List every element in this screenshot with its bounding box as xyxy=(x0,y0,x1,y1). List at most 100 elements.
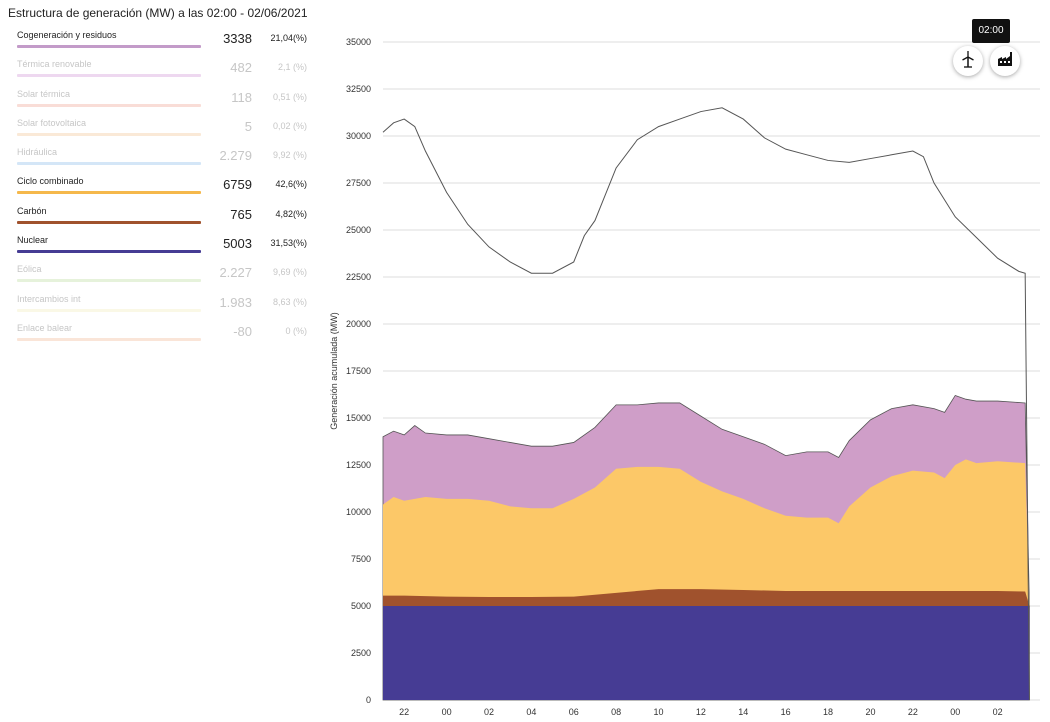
x-tick-label: 12 xyxy=(696,707,706,717)
x-tick-label: 22 xyxy=(399,707,409,717)
legend-item-percent: 42,6(%) xyxy=(275,179,307,190)
legend-item[interactable]: Solar fotovoltaica 5 0,02 (%) xyxy=(17,118,317,147)
chart-title: Estructura de generación (MW) a las 02:0… xyxy=(8,6,308,20)
legend-item-value: 2.227 xyxy=(219,265,252,281)
legend-item[interactable]: Solar térmica 118 0,51 (%) xyxy=(17,89,317,118)
x-tick-label: 22 xyxy=(908,707,918,717)
legend-item[interactable]: Intercambios int 1.983 8,63 (%) xyxy=(17,294,317,323)
legend-item-percent: 0,51 (%) xyxy=(272,91,307,102)
legend-item-value: 118 xyxy=(231,89,252,105)
legend-item-swatch xyxy=(17,191,201,195)
x-tick-label: 06 xyxy=(569,707,579,717)
y-tick-label: 15000 xyxy=(346,413,371,423)
area-nuclear xyxy=(383,606,1030,700)
legend-item-percent: 9,69 (%) xyxy=(272,267,307,278)
legend-item-swatch xyxy=(17,220,201,224)
legend-item-value: 765 xyxy=(230,206,252,222)
legend-item-value: 2.279 xyxy=(219,148,252,164)
legend-item-value: 6759 xyxy=(223,177,252,193)
legend-item-percent: 0,02 (%) xyxy=(272,120,307,131)
y-tick-label: 7500 xyxy=(351,554,371,564)
legend-item-percent: 21,04(%) xyxy=(270,33,307,43)
legend-item-swatch xyxy=(17,74,201,78)
legend-item-value: 5 xyxy=(244,118,252,134)
y-tick-label: 0 xyxy=(366,695,371,705)
legend-item-value: 1.983 xyxy=(219,294,252,310)
x-tick-label: 16 xyxy=(781,707,791,717)
legend-item-label: Hidráulica xyxy=(17,147,58,158)
x-tick-label: 18 xyxy=(823,707,833,717)
legend-item-label: Carbón xyxy=(17,205,47,216)
legend-item-percent: 2,1 (%) xyxy=(277,62,307,73)
y-tick-label: 12500 xyxy=(346,460,371,470)
legend-item-label: Térmica renovable xyxy=(17,59,92,70)
legend-item-percent: 31,53(%) xyxy=(270,238,307,249)
y-tick-label: 25000 xyxy=(346,225,371,235)
legend-item-label: Solar fotovoltaica xyxy=(17,117,87,128)
legend-item-swatch xyxy=(17,308,201,312)
y-tick-label: 5000 xyxy=(351,601,371,611)
legend: Cogeneración y residuos 3338 21,04(%) Térmi… xyxy=(17,30,317,352)
x-tick-label: 10 xyxy=(654,707,664,717)
legend-item-label: Intercambios int xyxy=(17,293,81,304)
legend-item-value: 3338 xyxy=(223,31,252,46)
legend-item-swatch xyxy=(17,279,201,283)
legend-item-value: 5003 xyxy=(223,236,252,252)
y-tick-label: 30000 xyxy=(346,131,371,141)
x-tick-label: 04 xyxy=(526,707,536,717)
legend-item-swatch xyxy=(17,132,201,136)
legend-item[interactable]: Carbón 765 4,82(%) xyxy=(17,206,317,235)
demand-line-group xyxy=(382,107,1030,701)
x-tick-label: 02 xyxy=(993,707,1003,717)
factory-icon xyxy=(996,50,1014,73)
x-tick-label: 08 xyxy=(611,707,621,717)
legend-item-label: Ciclo combinado xyxy=(17,176,84,187)
x-tick-label: 00 xyxy=(442,707,452,717)
wind-view-button[interactable] xyxy=(953,46,983,76)
x-tick-label: 02 xyxy=(484,707,494,717)
x-tick-label: 20 xyxy=(865,707,875,717)
y-tick-label: 32500 xyxy=(346,84,371,94)
y-tick-label: 10000 xyxy=(346,507,371,517)
legend-item-swatch xyxy=(17,162,201,166)
legend-item-label: Nuclear xyxy=(17,235,49,246)
legend-item[interactable]: Nuclear 5003 31,53(%) xyxy=(17,235,317,264)
legend-item-label: Eólica xyxy=(17,264,42,275)
x-tick-label: 00 xyxy=(950,707,960,717)
legend-item-label: Enlace balear xyxy=(17,322,73,333)
legend-item-label: Cogeneración y residuos xyxy=(17,30,117,40)
stacked-areas xyxy=(382,394,1030,701)
y-tick-label: 27500 xyxy=(346,178,371,188)
legend-item[interactable]: Eólica 2.227 9,69 (%) xyxy=(17,264,317,293)
legend-item[interactable]: Hidráulica 2.279 9,92 (%) xyxy=(17,147,317,176)
legend-item[interactable]: Enlace balear -80 0 (%) xyxy=(17,323,317,352)
legend-item[interactable]: Ciclo combinado 6759 42,6(%) xyxy=(17,176,317,205)
y-tick-label: 22500 xyxy=(346,272,371,282)
y-tick-label: 35000 xyxy=(346,37,371,47)
y-tick-label: 17500 xyxy=(346,366,371,376)
legend-item-percent: 4,82(%) xyxy=(275,208,307,219)
legend-item-percent: 9,92 (%) xyxy=(272,150,307,161)
x-tick-label: 14 xyxy=(738,707,748,717)
x-axis-ticks: 22 00 02 04 06 08 10 12 14 16 18 20 22 00 02 xyxy=(399,707,1002,717)
factory-view-button[interactable] xyxy=(990,46,1020,76)
legend-item-value: 482 xyxy=(230,60,252,76)
legend-item-label: Solar térmica xyxy=(17,88,71,99)
legend-item-swatch xyxy=(17,103,201,107)
legend-item-percent: 8,63 (%) xyxy=(272,296,307,307)
legend-item-swatch xyxy=(17,250,201,254)
legend-item[interactable]: Térmica renovable 482 2,1 (%) xyxy=(17,59,317,88)
demand-line xyxy=(382,107,1030,701)
y-axis-ticks: 0 2500 5000 7500 10000 12500 15000 17500 20000 22… xyxy=(346,37,371,705)
wind-turbine-icon xyxy=(959,50,977,73)
y-tick-label: 20000 xyxy=(346,319,371,329)
y-tick-label: 2500 xyxy=(351,648,371,658)
legend-item-swatch xyxy=(17,45,201,48)
time-tooltip: 02:00 xyxy=(972,19,1010,43)
legend-item-swatch xyxy=(17,337,201,341)
legend-item[interactable]: Cogeneración y residuos 3338 21,04(%) xyxy=(17,30,317,59)
legend-item-value: -80 xyxy=(233,323,252,339)
legend-item-percent: 0 (%) xyxy=(285,325,307,336)
y-axis-label: Generación acumulada (MW) xyxy=(329,312,339,430)
